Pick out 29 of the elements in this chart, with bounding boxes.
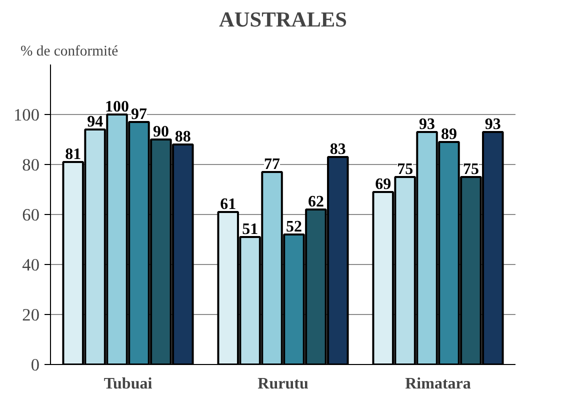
data-label: 81 (65, 146, 82, 163)
data-label: 97 (130, 106, 147, 123)
data-label: 51 (242, 221, 258, 238)
chart-title: AUSTRALES (218, 8, 348, 32)
data-label: 93 (419, 116, 436, 133)
data-label: 75 (397, 161, 414, 178)
data-label: 89 (440, 126, 457, 143)
x-tick-label: Rurutu (258, 376, 308, 392)
y-tick-label: 100 (14, 106, 40, 124)
y-tick-label: 20 (22, 306, 40, 324)
data-label: 52 (286, 218, 302, 236)
data-label: 69 (375, 176, 392, 193)
data-label: 62 (308, 194, 324, 210)
data-label: 88 (174, 128, 191, 146)
x-tick-label: Rimatara (405, 376, 471, 392)
y-tick-label: 0 (30, 356, 40, 374)
y-tick-label: 60 (22, 206, 40, 224)
data-label: 100 (105, 98, 130, 116)
x-tick-label: Tubuai (104, 376, 153, 392)
data-label: 75 (462, 161, 479, 178)
data-label: 61 (220, 196, 236, 213)
data-label: 93 (484, 116, 501, 133)
data-label: 77 (264, 156, 280, 173)
data-label: 94 (87, 114, 104, 130)
data-label: 83 (330, 141, 346, 158)
data-label: 90 (152, 124, 169, 140)
y-tick-label: 80 (22, 156, 40, 174)
y-axis-title: % de conformité (20, 44, 118, 60)
y-tick-label: 40 (22, 256, 40, 274)
